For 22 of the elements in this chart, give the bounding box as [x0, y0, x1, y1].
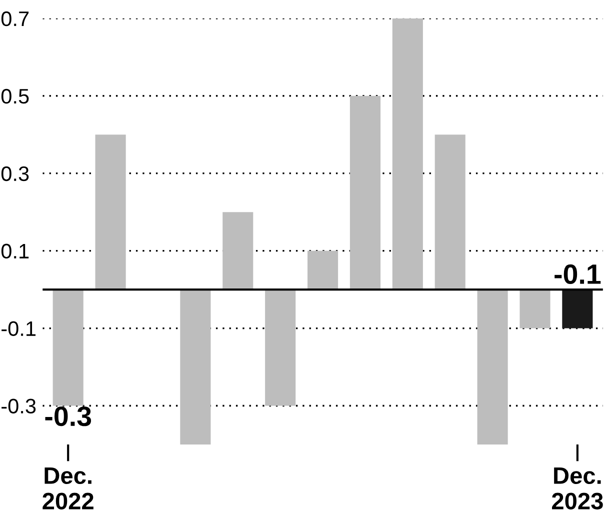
y-tick-label: 0.3: [1, 166, 29, 182]
y-tick-label: -0.3: [2, 398, 36, 414]
bar: [477, 290, 508, 444]
bar: [265, 290, 296, 406]
y-tick-label: 0.5: [1, 88, 29, 104]
bar: [562, 290, 593, 328]
x-tick-label: Dec. 2022: [42, 468, 94, 510]
bar: [307, 250, 338, 290]
bar: [434, 134, 466, 290]
y-tick-label: 0.1: [1, 244, 29, 259]
bar: [392, 18, 423, 290]
y-tick-label: 0.7: [1, 11, 29, 26]
data-label: -0.1: [554, 264, 601, 284]
bar: [520, 290, 550, 328]
bar: [350, 96, 380, 290]
y-tick-label: -0.1: [2, 321, 36, 336]
data-label: -0.3: [45, 406, 92, 426]
x-tick-label: Dec. 2023: [552, 468, 603, 510]
bar: [180, 290, 211, 444]
bar: [222, 212, 254, 290]
bar: [52, 290, 84, 406]
bar: [95, 134, 126, 290]
